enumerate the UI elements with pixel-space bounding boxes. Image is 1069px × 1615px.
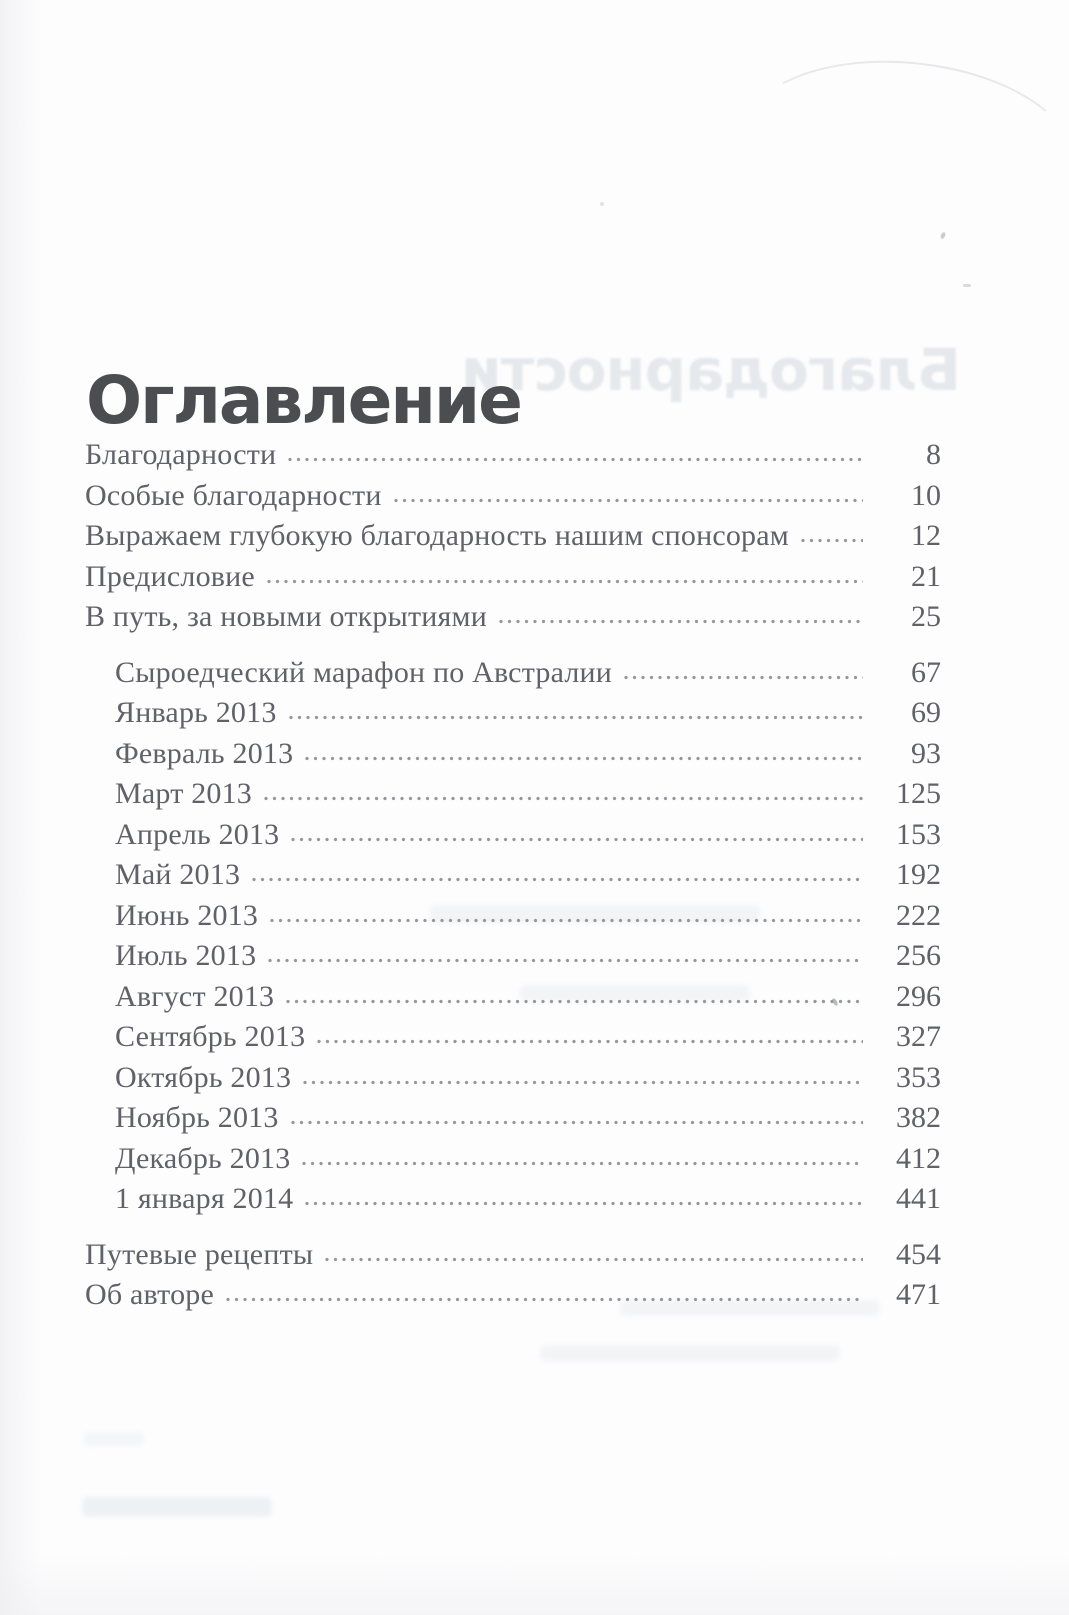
scan-speck bbox=[963, 284, 971, 287]
toc-entry: Декабрь 2013 412 bbox=[85, 1142, 941, 1183]
toc-entry-label: Благодарности bbox=[85, 438, 277, 471]
table-of-contents: Благодарности 8 Особые благодарности 10 … bbox=[85, 438, 941, 1319]
toc-entry-label: Предисловие bbox=[85, 559, 255, 593]
toc-entry-page-number: 353 bbox=[896, 1060, 941, 1094]
toc-entry-page-number: 8 bbox=[926, 438, 941, 471]
toc-entry: Февраль 2013 93 bbox=[85, 737, 941, 778]
toc-entry-page-number: 222 bbox=[896, 898, 941, 932]
dot-leader bbox=[264, 796, 863, 803]
dot-leader bbox=[624, 674, 863, 682]
dot-leader bbox=[317, 1039, 863, 1046]
toc-entry-label: Путевые рецепты bbox=[85, 1237, 314, 1271]
toc-entry-page-number: 21 bbox=[911, 559, 941, 593]
toc-entry-page-number: 412 bbox=[896, 1141, 941, 1175]
toc-entry-page-number: 454 bbox=[896, 1237, 941, 1271]
toc-entry-page-number: 256 bbox=[896, 939, 941, 972]
dot-leader bbox=[226, 1297, 863, 1304]
toc-entry-page-number: 10 bbox=[911, 478, 941, 512]
toc-entry-label: Сентябрь 2013 bbox=[115, 1020, 306, 1053]
toc-entry-page-number: 192 bbox=[896, 858, 941, 891]
dot-leader bbox=[270, 917, 863, 925]
toc-entry: Сентябрь 2013 327 bbox=[85, 1020, 941, 1061]
toc-entry-page-number: 382 bbox=[896, 1101, 941, 1134]
toc-entry-label: Май 2013 bbox=[115, 858, 241, 891]
dot-leader bbox=[305, 755, 863, 763]
toc-entry-label: Особые благодарности bbox=[85, 478, 382, 512]
dot-leader bbox=[499, 619, 863, 626]
toc-entry-label: Февраль 2013 bbox=[115, 736, 294, 770]
toc-entry-page-number: 125 bbox=[896, 777, 941, 810]
toc-entry: Июнь 2013 222 bbox=[85, 899, 941, 940]
toc-entry: Март 2013 125 bbox=[85, 777, 941, 818]
dot-leader bbox=[252, 877, 863, 884]
toc-entry: Октябрь 2013 353 bbox=[85, 1061, 941, 1102]
toc-entry-page-number: 327 bbox=[896, 1020, 941, 1053]
toc-entry: Ноябрь 2013 382 bbox=[85, 1101, 941, 1142]
page-title: Оглавление bbox=[86, 362, 523, 440]
toc-entry-label: Октябрь 2013 bbox=[115, 1060, 292, 1094]
dot-leader bbox=[302, 1160, 863, 1168]
toc-entry-label: В путь, за новыми открытиями bbox=[85, 600, 487, 633]
toc-entry-page-number: 153 bbox=[896, 817, 941, 851]
scan-arc-artifact bbox=[733, 45, 1069, 253]
toc-entry-label: Январь 2013 bbox=[115, 696, 277, 729]
toc-entry: Май 2013 192 bbox=[85, 858, 941, 899]
toc-entry: Сыроедческий марафон по Австралии 67 bbox=[85, 656, 941, 697]
bleed-through-artifact bbox=[540, 1345, 840, 1361]
dot-leader bbox=[288, 715, 863, 722]
toc-entry: 1 января 2014 441 bbox=[85, 1182, 941, 1223]
scan-speck bbox=[600, 202, 604, 206]
dot-leader bbox=[305, 1201, 863, 1208]
dot-leader bbox=[325, 1256, 863, 1264]
toc-entry: Выражаем глубокую благодарность нашим сп… bbox=[85, 519, 941, 560]
dot-leader bbox=[393, 497, 863, 505]
dot-leader bbox=[268, 958, 863, 965]
toc-entry-label: Апрель 2013 bbox=[115, 817, 280, 851]
toc-entry-label: Выражаем глубокую благодарность нашим сп… bbox=[85, 519, 789, 552]
dot-leader bbox=[266, 578, 863, 586]
toc-entry-page-number: 69 bbox=[911, 696, 941, 729]
dot-leader bbox=[290, 1120, 863, 1127]
toc-entry-page-number: 93 bbox=[911, 736, 941, 770]
toc-entry: В путь, за новыми открытиями 25 bbox=[85, 600, 941, 641]
toc-entry: Благодарности 8 bbox=[85, 438, 941, 479]
bleed-through-artifact bbox=[82, 1497, 272, 1517]
toc-entry-page-number: 25 bbox=[911, 600, 941, 633]
bleed-through-ghost-title: Благодарности bbox=[462, 336, 962, 404]
toc-entry-label: Август 2013 bbox=[115, 979, 275, 1013]
toc-entry-label: Март 2013 bbox=[115, 777, 253, 810]
toc-entry: Июль 2013 256 bbox=[85, 939, 941, 980]
toc-entry-page-number: 471 bbox=[896, 1278, 941, 1311]
toc-entry-label: Сыроедческий марафон по Австралии bbox=[115, 655, 613, 689]
dot-leader bbox=[291, 836, 863, 844]
toc-entry-label: Ноябрь 2013 bbox=[115, 1101, 279, 1134]
toc-entry: Об авторе 471 bbox=[85, 1278, 941, 1319]
toc-entry-page-number: 67 bbox=[911, 655, 941, 689]
toc-entry: Путевые рецепты 454 bbox=[85, 1238, 941, 1279]
dot-leader bbox=[303, 1079, 863, 1087]
toc-entry-label: Июнь 2013 bbox=[115, 898, 259, 932]
toc-entry-label: Об авторе bbox=[85, 1278, 214, 1311]
dot-leader bbox=[288, 457, 863, 464]
toc-entry-page-number: 441 bbox=[896, 1182, 941, 1215]
toc-entry-page-number: 296 bbox=[896, 979, 941, 1013]
toc-entry: Особые благодарности 10 bbox=[85, 479, 941, 520]
scan-speck bbox=[939, 231, 947, 240]
toc-entry-label: 1 января 2014 bbox=[115, 1182, 294, 1215]
dot-leader bbox=[286, 998, 863, 1006]
toc-entry-page-number: 12 bbox=[911, 519, 941, 552]
toc-entry: Август 2013 296 bbox=[85, 980, 941, 1021]
toc-entry: Январь 2013 69 bbox=[85, 696, 941, 737]
toc-entry-label: Июль 2013 bbox=[115, 939, 257, 972]
bleed-through-artifact bbox=[84, 1432, 144, 1446]
toc-entry: Предисловие 21 bbox=[85, 560, 941, 601]
toc-entry: Апрель 2013 153 bbox=[85, 818, 941, 859]
toc-entry-label: Декабрь 2013 bbox=[115, 1141, 291, 1175]
dot-leader bbox=[800, 538, 863, 545]
